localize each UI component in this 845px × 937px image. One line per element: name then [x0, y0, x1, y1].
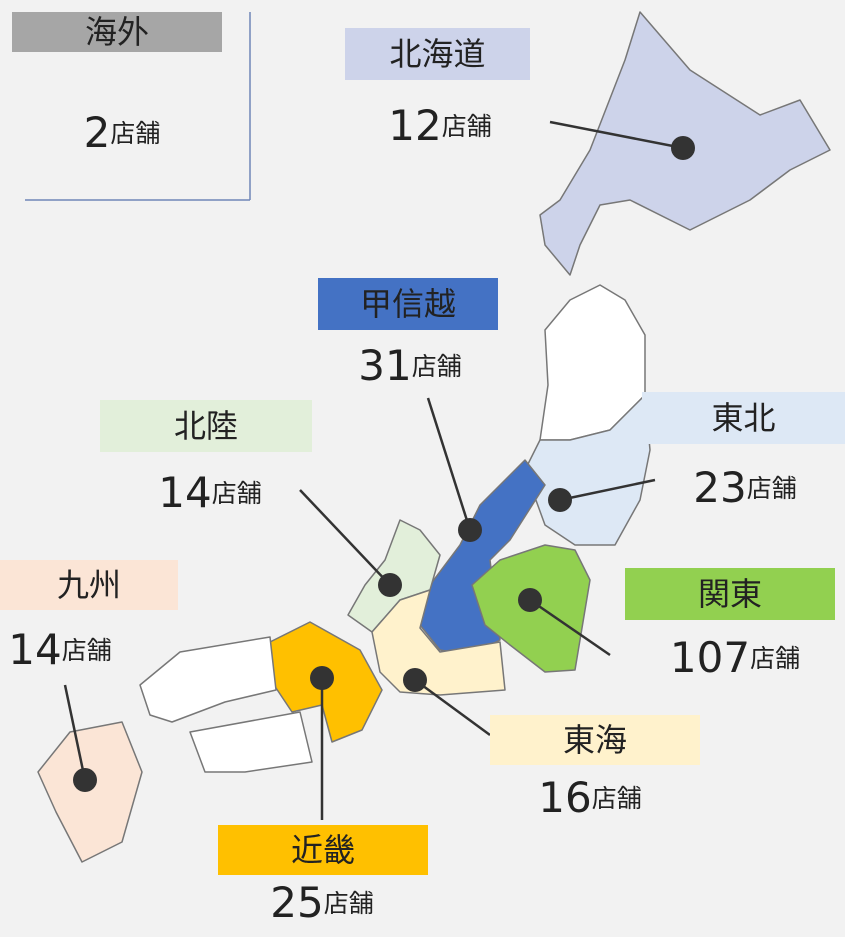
- leader-line: [63, 684, 87, 781]
- region-label-box: [218, 825, 428, 875]
- count-number: 16: [538, 773, 591, 822]
- region-name: 甲信越: [360, 285, 456, 323]
- region-dot: [671, 136, 695, 160]
- region-name: 関東: [698, 575, 762, 613]
- count-number: 2: [84, 108, 111, 157]
- leader-line: [559, 478, 656, 502]
- count-unit: 店舗: [592, 784, 642, 813]
- count-unit: 店舗: [747, 474, 797, 503]
- store-count: 31店舗: [358, 341, 461, 390]
- count-unit: 店舗: [212, 479, 262, 508]
- count-unit: 店舗: [324, 889, 374, 918]
- kyushu: [37, 721, 143, 863]
- region-dot: [458, 518, 482, 542]
- store-count: 25店舗: [270, 878, 373, 927]
- region-dot: [403, 668, 427, 692]
- count-unit: 店舗: [442, 112, 492, 141]
- region-dot: [310, 666, 334, 690]
- region-name: 北海道: [389, 35, 485, 73]
- region-name: 近畿: [291, 831, 355, 869]
- count-number: 14: [158, 468, 211, 517]
- store-count: 2店舗: [84, 108, 161, 157]
- leader-line: [299, 489, 391, 586]
- leader-line: [414, 678, 491, 737]
- leader-line: [426, 397, 472, 531]
- count-number: 107: [670, 633, 750, 682]
- count-number: 12: [388, 101, 441, 150]
- store-count: 23店舗: [693, 463, 796, 512]
- region-label-box: [490, 715, 700, 765]
- region-dot: [518, 588, 542, 612]
- store-count: 14店舗: [158, 468, 261, 517]
- region-label-box: [345, 28, 530, 80]
- region-name: 海外: [85, 13, 149, 51]
- region-label-box: [318, 278, 498, 330]
- region-dot: [548, 488, 572, 512]
- region-label-box: [625, 568, 835, 620]
- region-label-box: [0, 560, 178, 610]
- count-number: 31: [358, 341, 411, 390]
- count-unit: 店舗: [62, 636, 112, 665]
- count-unit: 店舗: [412, 352, 462, 381]
- store-count: 14店舗: [8, 625, 111, 674]
- chugoku: [139, 636, 277, 723]
- region-name: 東北: [711, 399, 775, 437]
- region-name: 北陸: [174, 407, 238, 445]
- region-dot: [73, 768, 97, 792]
- shikoku: [189, 711, 313, 773]
- region-name: 東海: [563, 721, 627, 759]
- count-number: 23: [693, 463, 746, 512]
- store-count: 12店舗: [388, 101, 491, 150]
- leader-line: [529, 598, 611, 657]
- count-number: 25: [270, 878, 323, 927]
- region-label-box: [642, 392, 845, 444]
- region-label-box: [12, 12, 222, 52]
- region-label-box: [100, 400, 312, 452]
- tokai: [371, 589, 506, 696]
- region-name: 九州: [57, 566, 121, 604]
- region-dot: [378, 573, 402, 597]
- count-unit: 店舗: [110, 119, 160, 148]
- leader-line: [549, 120, 684, 150]
- store-count: 16店舗: [538, 773, 641, 822]
- count-number: 14: [8, 625, 61, 674]
- store-count: 107店舗: [670, 633, 800, 682]
- count-unit: 店舗: [750, 644, 800, 673]
